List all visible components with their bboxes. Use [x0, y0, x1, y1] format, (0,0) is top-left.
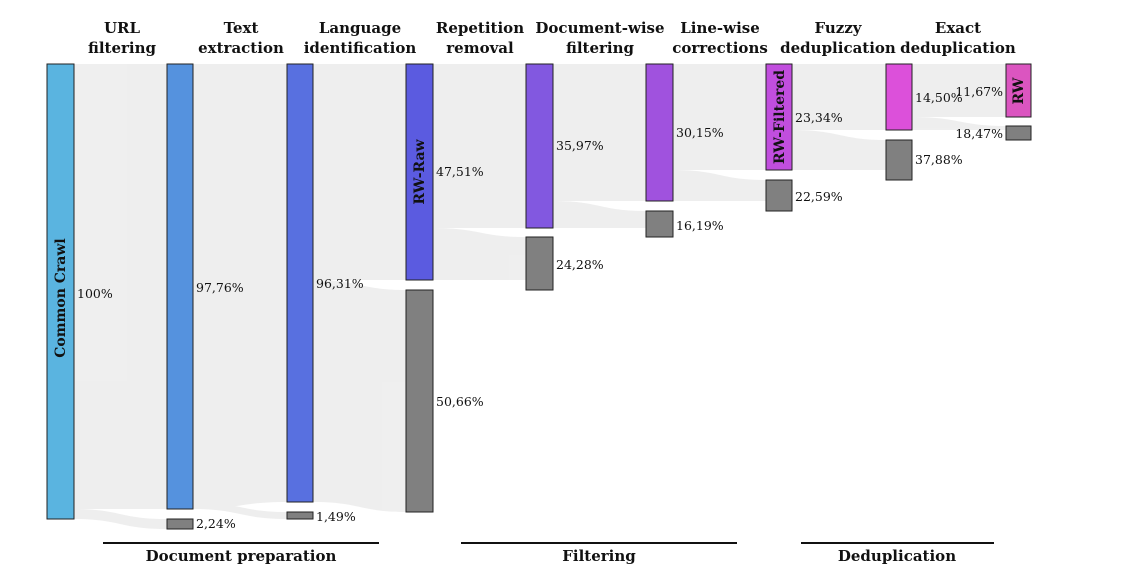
- label-rw: RW: [1011, 77, 1027, 104]
- node-language-id-kept: [286, 63, 314, 503]
- flow-n6-n7: [792, 64, 886, 130]
- node-fuzzy-dedup-kept: [885, 63, 913, 131]
- percent-labels: 100% 97,76% 2,24% 96,31% 1,49% 47,51% 50…: [77, 84, 1003, 531]
- pct-repetition-removed: 50,66%: [436, 394, 484, 409]
- node-document-filter-removed: [525, 236, 554, 291]
- node-text-extraction-kept: [166, 63, 194, 510]
- pct-fuzzy-dedup-removed: 22,59%: [795, 189, 843, 204]
- flow-n7-n8: [912, 64, 1006, 117]
- flow-n6-r7: [792, 130, 886, 170]
- stage-headers: URL filtering Text extraction Language iden…: [88, 19, 1016, 57]
- flow-n3-r4: [433, 228, 526, 280]
- pct-document-filter-kept: 35,97%: [556, 138, 604, 153]
- node-rw-raw: [405, 63, 434, 281]
- node-line-corrections-kept: [645, 63, 674, 202]
- group-deduplication: Deduplication: [838, 547, 956, 565]
- node-text-extraction-removed: [166, 518, 194, 530]
- pct-fuzzy-dedup-kept: 14,50%: [915, 90, 963, 105]
- flow-n1-n2: [193, 64, 287, 509]
- node-document-filter-kept: [525, 63, 554, 229]
- node-fuzzy-dedup-removed: [765, 179, 793, 212]
- stage-exact-deduplication: Exact deduplication: [900, 19, 1016, 57]
- pct-document-filter-removed: 24,28%: [556, 257, 604, 272]
- node-exact-dedup-removed-b: [1005, 125, 1032, 141]
- stage-repetition-removal: Repetition removal: [436, 19, 524, 57]
- pct-text-extraction-kept: 97,76%: [196, 280, 244, 295]
- group-filtering: Filtering: [562, 547, 636, 565]
- node-language-id-removed: [286, 511, 314, 520]
- flow-n2-n3: [313, 64, 406, 280]
- flow-n2-r3: [313, 280, 406, 512]
- flow-n7-r8: [912, 117, 1006, 130]
- node-rw: [1005, 63, 1032, 118]
- flow-cc-r1: [74, 509, 167, 529]
- stage-line-wise-corrections: Line-wise corrections: [672, 19, 768, 57]
- pct-text-extraction-removed: 2,24%: [196, 516, 236, 531]
- node-repetition-removed: [405, 289, 434, 513]
- node-line-corrections-removed: [645, 210, 674, 238]
- node-exact-dedup-removed-a: [885, 139, 913, 181]
- pct-exact-dedup-removed-a: 37,88%: [915, 152, 963, 167]
- flow-links: [74, 64, 1006, 529]
- flow-cc-n1: [74, 64, 167, 509]
- label-rw-raw: RW-Raw: [412, 138, 428, 204]
- pct-rw: 11,67%: [955, 84, 1003, 99]
- stage-language-identification: Language identification: [304, 19, 417, 57]
- pct-language-id-kept: 96,31%: [316, 276, 364, 291]
- nodes: [46, 63, 1032, 530]
- stage-text-extraction: Text extraction: [198, 19, 284, 57]
- pct-exact-dedup-removed-b: 18,47%: [955, 126, 1003, 141]
- flow-n3-n4: [433, 64, 526, 228]
- label-rw-filtered: RW-Filtered: [772, 70, 788, 164]
- pct-rw-raw: 47,51%: [436, 164, 484, 179]
- label-common-crawl: Common Crawl: [53, 238, 69, 357]
- flow-n4-n5: [553, 64, 646, 201]
- pct-common-crawl: 100%: [77, 286, 113, 301]
- node-common-crawl: [46, 63, 75, 520]
- flow-n5-r6: [673, 170, 766, 201]
- stage-document-wise-filtering: Document-wise filtering: [535, 19, 664, 57]
- pct-rw-filtered: 23,34%: [795, 110, 843, 125]
- pct-language-id-removed: 1,49%: [316, 509, 356, 524]
- pct-line-corrections-kept: 30,15%: [676, 125, 724, 140]
- flow-n5-n6: [673, 64, 766, 170]
- group-document-preparation: Document preparation: [146, 547, 337, 565]
- flow-n4-r5: [553, 201, 646, 228]
- flow-n1-r2: [193, 502, 287, 519]
- pct-line-corrections-removed: 16,19%: [676, 218, 724, 233]
- stage-fuzzy-deduplication: Fuzzy deduplication: [780, 19, 896, 57]
- stage-url-filtering: URL filtering: [88, 19, 157, 57]
- node-rw-filtered: [765, 63, 793, 171]
